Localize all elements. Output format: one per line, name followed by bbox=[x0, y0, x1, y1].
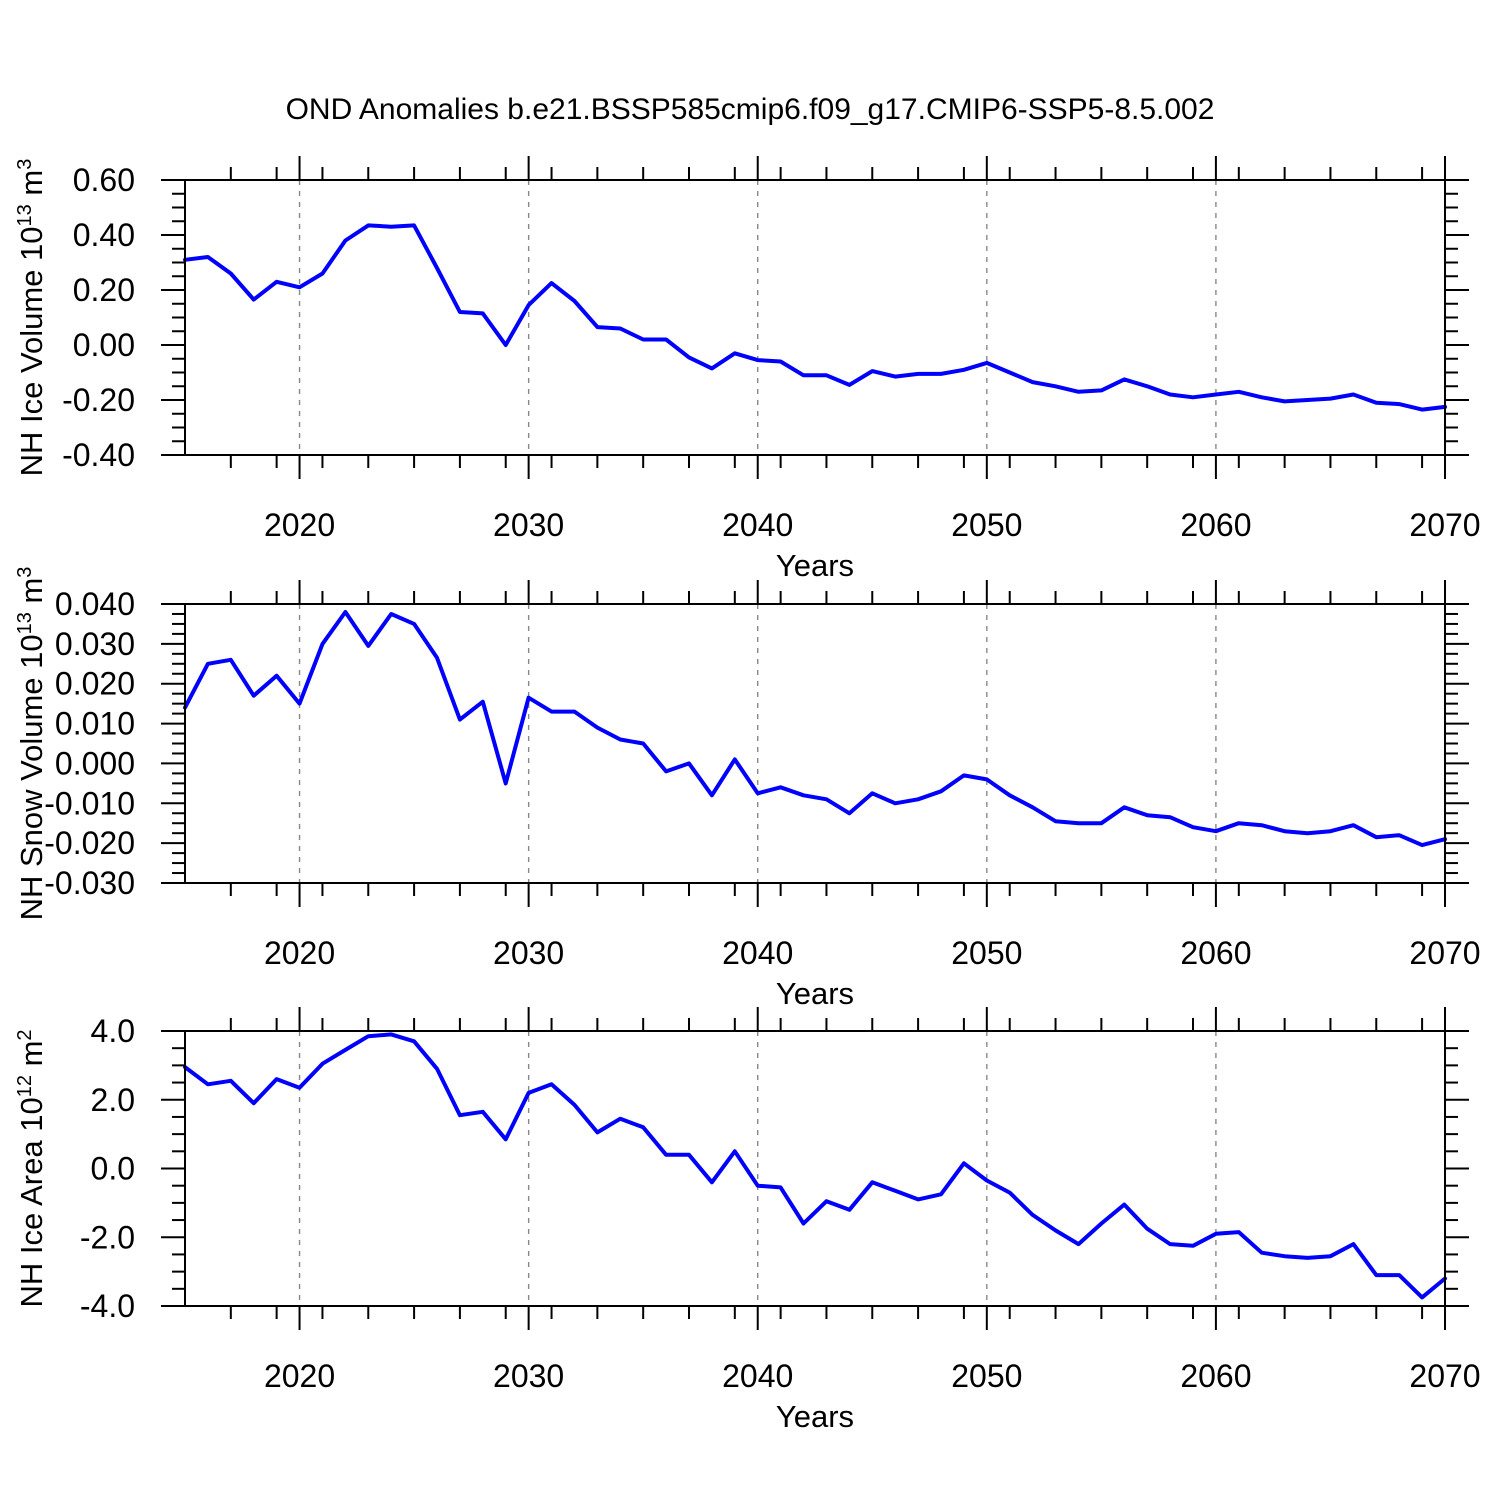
x-tick-label: 2040 bbox=[722, 1358, 793, 1394]
panel-nh-ice-volume: 2020 2030 2040 2050 2060 2070 Years 0.60 0.40 0.2… bbox=[14, 156, 1481, 583]
y-tick-label: 0.000 bbox=[55, 745, 135, 781]
y-tick-label: 0.030 bbox=[55, 626, 135, 662]
y-axis-title: NH Ice Volume 1013 m3 bbox=[14, 159, 49, 477]
y-tick-label: -0.20 bbox=[62, 382, 135, 418]
data-line-ice-area bbox=[183, 1032, 1447, 1300]
axis-ticks bbox=[161, 156, 1469, 479]
y-tick-label: 0.040 bbox=[55, 586, 135, 622]
y-tick-label: 0.40 bbox=[73, 217, 135, 253]
y-tick-label: -0.010 bbox=[44, 785, 135, 821]
plot-frame bbox=[184, 1030, 1446, 1307]
x-axis-title: Years bbox=[776, 976, 854, 1011]
y-tick-label: 0.60 bbox=[73, 162, 135, 198]
y-axis-title: NH Ice Area 1012 m2 bbox=[14, 1029, 49, 1307]
gridlines bbox=[298, 1031, 1217, 1306]
axis-ticks bbox=[161, 1007, 1469, 1330]
y-tick-label: 0.20 bbox=[73, 272, 135, 308]
panel-nh-snow-volume: 2020 2030 2040 2050 2060 2070 Years 0.040 0.030 0… bbox=[14, 567, 1481, 1011]
x-tick-label: 2020 bbox=[264, 507, 335, 543]
y-tick-label: -0.40 bbox=[62, 437, 135, 473]
y-tick-label: -4.0 bbox=[80, 1288, 135, 1324]
gridlines bbox=[298, 180, 1217, 455]
x-tick-label: 2020 bbox=[264, 935, 335, 971]
y-tick-label: -2.0 bbox=[80, 1219, 135, 1255]
plot-frame bbox=[184, 179, 1446, 456]
chart-title: OND Anomalies b.e21.BSSP585cmip6.f09_g17… bbox=[286, 93, 1215, 126]
y-tick-label: 0.010 bbox=[55, 706, 135, 742]
x-tick-label: 2060 bbox=[1180, 507, 1251, 543]
x-tick-label: 2050 bbox=[951, 507, 1022, 543]
x-tick-label: 2060 bbox=[1180, 935, 1251, 971]
data-line-ice-volume bbox=[183, 223, 1447, 412]
x-tick-label: 2040 bbox=[722, 507, 793, 543]
x-axis-title: Years bbox=[776, 1399, 854, 1434]
x-tick-label: 2030 bbox=[493, 935, 564, 971]
x-tick-label: 2040 bbox=[722, 935, 793, 971]
y-tick-label: 4.0 bbox=[91, 1013, 135, 1049]
axis-ticks bbox=[161, 580, 1469, 907]
y-axis-title: NH Snow Volume 1013 m3 bbox=[14, 567, 49, 921]
y-tick-label: 0.0 bbox=[91, 1151, 135, 1187]
panel-nh-ice-area: 2020 2030 2040 2050 2060 2070 Years 4.0 2.0 0.0 -2… bbox=[14, 1007, 1481, 1434]
x-tick-label: 2060 bbox=[1180, 1358, 1251, 1394]
x-tick-label: 2020 bbox=[264, 1358, 335, 1394]
y-tick-label: -0.020 bbox=[44, 825, 135, 861]
data-line-snow-volume bbox=[183, 610, 1447, 848]
x-tick-label: 2070 bbox=[1409, 1358, 1480, 1394]
x-tick-label: 2070 bbox=[1409, 507, 1480, 543]
y-tick-label: -0.030 bbox=[44, 865, 135, 901]
x-tick-label: 2050 bbox=[951, 935, 1022, 971]
y-tick-label: 2.0 bbox=[91, 1082, 135, 1118]
x-axis-title: Years bbox=[776, 548, 854, 583]
x-tick-label: 2070 bbox=[1409, 935, 1480, 971]
x-tick-label: 2050 bbox=[951, 1358, 1022, 1394]
y-tick-label: 0.00 bbox=[73, 327, 135, 363]
x-tick-label: 2030 bbox=[493, 1358, 564, 1394]
x-tick-label: 2030 bbox=[493, 507, 564, 543]
plot-frame bbox=[184, 603, 1446, 884]
y-tick-label: 0.020 bbox=[55, 666, 135, 702]
gridlines bbox=[298, 604, 1217, 883]
